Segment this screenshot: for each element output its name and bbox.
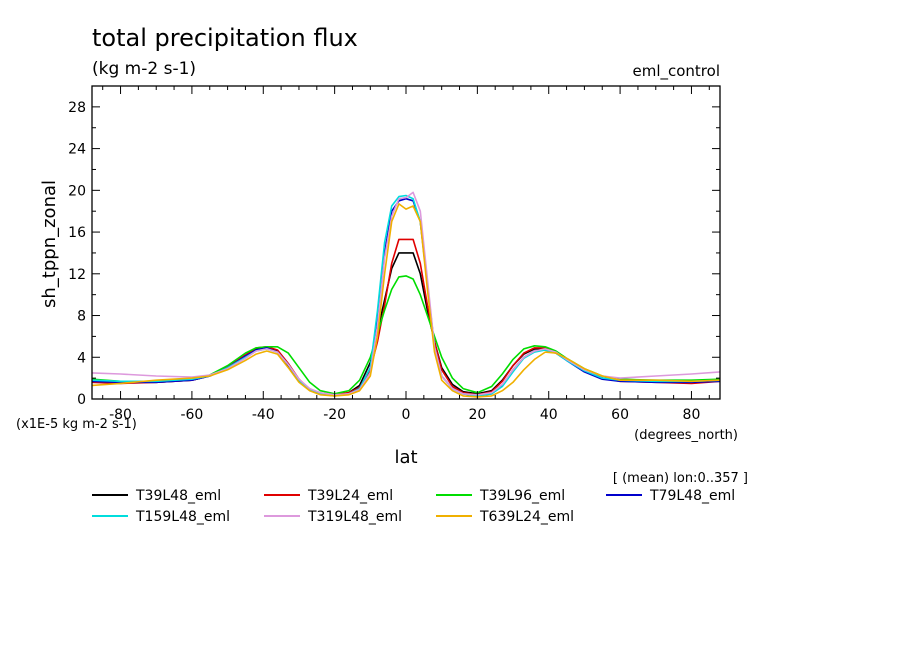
series-line-t39l24-eml	[91, 238, 721, 396]
y-tick-label: 8	[77, 309, 86, 325]
y-tick-label: 12	[68, 267, 86, 283]
y-scale-note: (x1E-5 kg m-2 s-1)	[16, 417, 137, 432]
legend-item: T79L48_eml	[606, 488, 735, 504]
x-tick-label: -60	[180, 407, 203, 423]
y-tick-label: 24	[68, 142, 86, 158]
x-tick-label: 0	[402, 407, 411, 423]
legend-label: T639L24_eml	[479, 509, 574, 525]
legend-label: T39L48_eml	[135, 488, 221, 504]
x-tick-label: 80	[683, 407, 701, 423]
legend-item: T319L48_eml	[264, 509, 402, 525]
legend-item: T159L48_eml	[92, 509, 230, 525]
legend-item: T639L24_eml	[436, 509, 574, 525]
series-line-t159l48-eml	[91, 194, 721, 397]
series-line-t639l24-eml	[91, 203, 721, 398]
legend-label: T159L48_eml	[135, 509, 230, 525]
axis-ticks	[92, 85, 720, 400]
x-tick-labels: -80 -60 -40 -20 0 20 40 60 80	[109, 407, 700, 423]
experiment-label: eml_control	[632, 62, 720, 81]
x-tick-label: 40	[540, 407, 558, 423]
y-tick-label: 28	[68, 100, 86, 116]
legend-label: T39L96_eml	[479, 488, 565, 504]
mean-note: [ (mean) lon:0..357 ]	[613, 471, 748, 486]
legend-label: T319L48_eml	[307, 509, 402, 525]
x-axis-label: lat	[394, 447, 417, 468]
x-tick-label: -80	[109, 407, 132, 423]
y-tick-labels: 0 4 8 12 16 20 24 28	[68, 100, 86, 408]
x-tick-label: -20	[323, 407, 346, 423]
legend-item: T39L24_eml	[264, 488, 393, 504]
series-line-t319l48-eml	[91, 191, 721, 396]
legend-label: T79L48_eml	[649, 488, 735, 504]
series-line-t39l96-eml	[91, 275, 721, 395]
y-tick-label: 16	[68, 225, 86, 241]
series-line-t39l48-eml	[91, 252, 721, 396]
x-tick-label: -40	[252, 407, 275, 423]
legend-item: T39L48_eml	[92, 488, 221, 504]
plot-frame	[91, 85, 721, 400]
x-units-label: (degrees_north)	[634, 428, 738, 443]
legend-label: T39L24_eml	[307, 488, 393, 504]
legend: T39L48_eml T39L24_eml T39L96_eml T79L48_eml…	[92, 488, 735, 525]
legend-item: T39L96_eml	[436, 488, 565, 504]
y-tick-label: 20	[68, 183, 86, 199]
plot-lines	[91, 191, 721, 398]
x-tick-label: 60	[611, 407, 629, 423]
y-tick-label: 0	[77, 392, 86, 408]
x-tick-label: 20	[468, 407, 486, 423]
y-axis-label: sh_tppn_zonal	[39, 180, 60, 308]
chart-subtitle: (kg m-2 s-1)	[92, 59, 196, 79]
chart-title: total precipitation flux	[92, 24, 358, 52]
y-tick-label: 4	[77, 350, 86, 366]
series-line-t79l48-eml	[91, 197, 721, 397]
